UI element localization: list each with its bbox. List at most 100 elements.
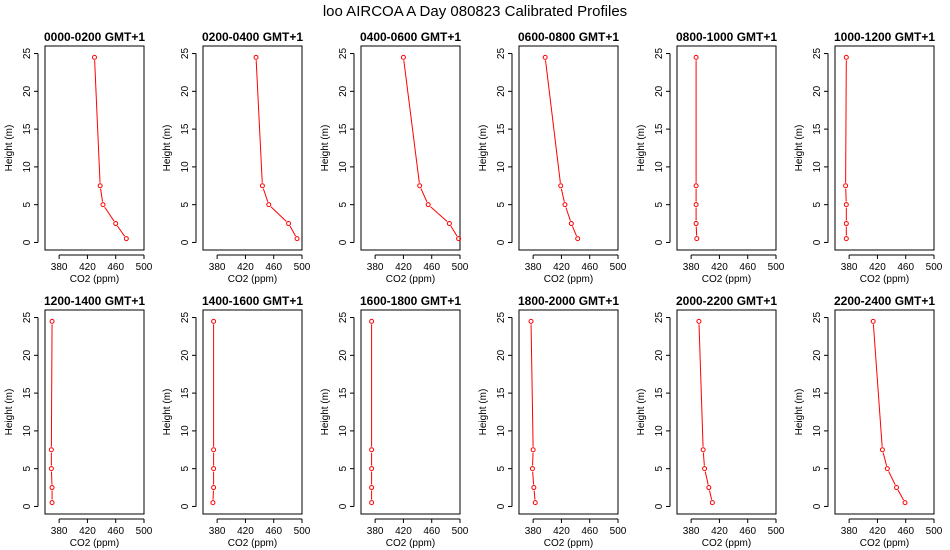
data-point (894, 485, 900, 491)
x-axis-label: CO2 (ppm) (70, 274, 119, 285)
y-tick-label: 5 (180, 465, 191, 471)
y-tick-label: 5 (654, 465, 665, 471)
profile-line-segment (94, 60, 101, 183)
profile-line-segment (530, 324, 534, 447)
x-tick-label: 460 (265, 262, 282, 273)
y-tick-label: 0 (180, 239, 191, 245)
y-tick-label: 15 (496, 123, 507, 135)
data-point (694, 236, 700, 242)
data-point (575, 236, 581, 242)
x-tick-label: 380 (51, 526, 68, 537)
plot-frame (202, 45, 303, 251)
data-point (123, 236, 129, 242)
y-tick-label: 25 (812, 48, 823, 60)
y-tick-label: 10 (338, 161, 349, 173)
x-tick-label: 460 (897, 262, 914, 273)
data-point (693, 54, 699, 60)
y-tick-label: 15 (22, 123, 33, 135)
y-tick-label: 10 (338, 425, 349, 437)
y-tick-label: 5 (496, 465, 507, 471)
x-tick-label: 420 (869, 526, 886, 537)
plot-frame (676, 309, 777, 515)
profile-line-segment (533, 490, 536, 500)
profile-line-segment (532, 471, 535, 485)
data-point (542, 54, 548, 60)
data-point (294, 236, 300, 242)
y-tick-label: 10 (180, 161, 191, 173)
panel-2: 0200-0400 GMT+1 380 420 460 500 CO2 (ppm) 0 5 10… (162, 30, 311, 285)
x-tick-label: 500 (136, 262, 153, 273)
data-point (266, 202, 272, 208)
panel-4: 0600-0800 GMT+1 380 420 460 500 CO2 (ppm) 0 5 10… (478, 30, 627, 285)
y-tick-label: 25 (338, 312, 349, 324)
y-tick-label: 5 (338, 201, 349, 207)
data-point (48, 466, 54, 472)
data-point (49, 500, 55, 506)
y-tick-label: 20 (338, 85, 349, 97)
x-tick-label: 420 (237, 262, 254, 273)
y-tick-label: 15 (812, 387, 823, 399)
y-tick-label: 25 (496, 312, 507, 324)
y-tick-label: 20 (812, 349, 823, 361)
y-tick-label: 15 (812, 123, 823, 135)
y-tick-label: 25 (22, 312, 33, 324)
profile-line-segment (403, 60, 420, 183)
x-tick-label: 420 (869, 262, 886, 273)
y-tick-label: 0 (22, 239, 33, 245)
panel-title: 1200-1400 GMT+1 (44, 294, 145, 308)
y-tick-label: 20 (180, 349, 191, 361)
y-axis-label: Height (m) (4, 125, 15, 172)
plot-frame (676, 45, 777, 251)
x-tick-label: 380 (51, 262, 68, 273)
plot-frame (518, 309, 619, 515)
panel-12: 2200-2400 GMT+1 380 420 460 500 CO2 (ppm) 0 5 10… (794, 294, 943, 549)
profile-line-segment (698, 324, 704, 447)
x-tick-label: 460 (423, 262, 440, 273)
x-tick-label: 460 (581, 262, 598, 273)
x-tick-label: 460 (897, 526, 914, 537)
y-tick-label: 20 (338, 349, 349, 361)
y-axis-label: Height (m) (636, 125, 647, 172)
x-tick-label: 500 (452, 526, 469, 537)
panel-title: 0800-1000 GMT+1 (676, 30, 777, 44)
y-tick-label: 10 (654, 161, 665, 173)
panel-title: 2000-2200 GMT+1 (676, 294, 777, 308)
panel-title: 1600-1800 GMT+1 (360, 294, 461, 308)
y-tick-label: 20 (496, 349, 507, 361)
panel-title: 1400-1600 GMT+1 (202, 294, 303, 308)
data-point (211, 466, 217, 472)
x-tick-label: 460 (265, 526, 282, 537)
data-point (693, 202, 699, 208)
x-tick-label: 380 (209, 526, 226, 537)
x-tick-label: 380 (209, 262, 226, 273)
y-tick-label: 0 (338, 503, 349, 509)
x-tick-label: 500 (926, 526, 943, 537)
data-point (286, 221, 292, 227)
y-axis-label: Height (m) (794, 389, 805, 436)
x-tick-label: 500 (610, 526, 627, 537)
x-tick-label: 420 (711, 526, 728, 537)
profile-line-segment (709, 490, 713, 500)
data-point (529, 466, 535, 472)
data-point (97, 183, 103, 189)
data-point (211, 318, 217, 324)
y-tick-label: 10 (654, 425, 665, 437)
y-tick-label: 25 (22, 48, 33, 60)
y-tick-label: 0 (812, 503, 823, 509)
data-point (48, 447, 54, 453)
panel-title: 0000-0200 GMT+1 (44, 30, 145, 44)
x-axis-label: CO2 (ppm) (702, 274, 751, 285)
x-tick-label: 500 (768, 526, 785, 537)
data-point (879, 447, 885, 453)
data-point (700, 447, 706, 453)
x-tick-label: 500 (294, 262, 311, 273)
y-tick-label: 25 (812, 312, 823, 324)
data-point (253, 54, 259, 60)
y-tick-label: 15 (180, 387, 191, 399)
data-point (369, 318, 375, 324)
data-point (870, 318, 876, 324)
data-point (843, 202, 849, 208)
data-point (843, 236, 849, 242)
y-tick-label: 0 (654, 239, 665, 245)
y-axis-label: Height (m) (162, 389, 173, 436)
